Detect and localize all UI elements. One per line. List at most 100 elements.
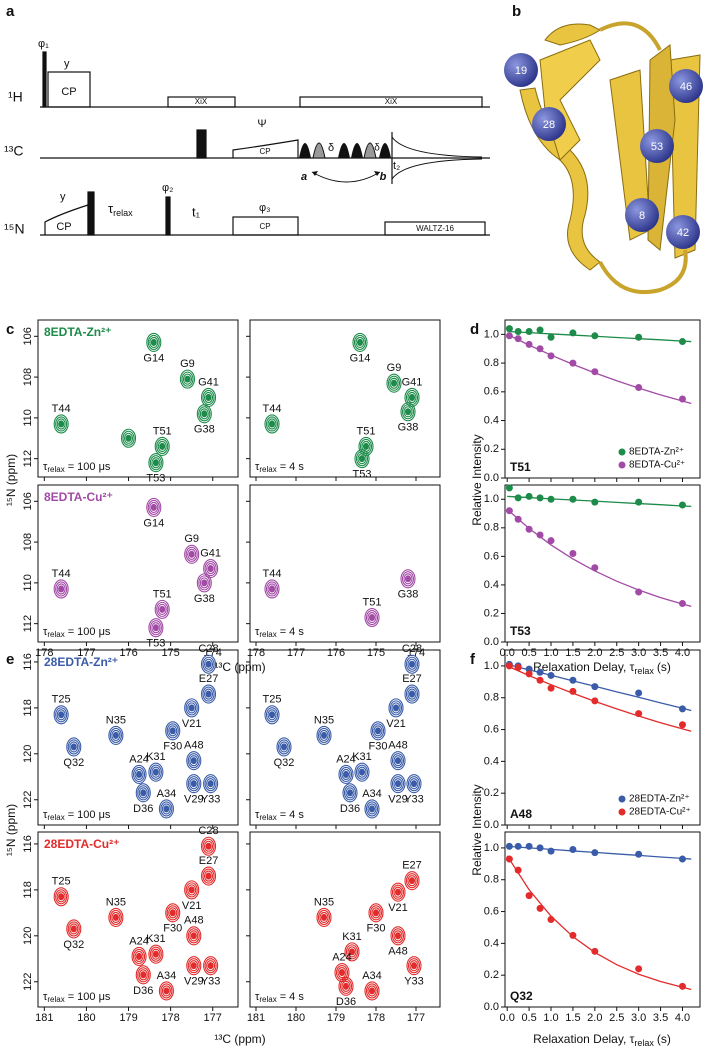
peak [390, 751, 406, 771]
data-point [678, 705, 686, 713]
peak-label: A24 [332, 951, 352, 963]
peak [200, 836, 217, 856]
contour-ring [123, 432, 134, 444]
x-tick-label: 1.5 [565, 647, 580, 659]
contour-ring [187, 776, 200, 792]
peak-label: F30 [163, 741, 182, 753]
peak-label: Q32 [63, 939, 84, 951]
peak-label: F30 [369, 741, 388, 753]
contour-ring [151, 457, 161, 469]
fit-line [507, 845, 692, 860]
legend-marker [618, 448, 626, 456]
contour-ring [348, 948, 356, 956]
tau: τ [43, 461, 48, 473]
y-tick-label: 112 [22, 615, 34, 633]
tau-sub: relax [47, 630, 64, 639]
data-point [536, 494, 544, 502]
tau-sub: relax [259, 995, 276, 1004]
data-point [591, 368, 599, 376]
contour-ring [156, 438, 169, 454]
data-point [536, 326, 544, 334]
contour-ring [205, 393, 212, 402]
peak [404, 684, 420, 704]
contour-ring [265, 581, 279, 597]
y-tick-label: 116 [22, 653, 34, 671]
tau-value: = 100 μs [68, 809, 111, 821]
contour-ring [69, 923, 79, 935]
contour-ring [199, 408, 209, 420]
data-point [514, 842, 522, 850]
contour-ring [160, 801, 173, 817]
y-tick-label: 110 [22, 574, 34, 592]
contour-ring [364, 799, 380, 819]
data-point [591, 564, 599, 572]
contour-ring [319, 729, 329, 741]
plot-frame [249, 831, 441, 1008]
contour-ring [56, 418, 66, 430]
data-point [514, 664, 522, 671]
contour-ring [405, 686, 419, 702]
contour-ring [317, 727, 331, 743]
contour-ring [200, 866, 217, 886]
peak-label: T51 [153, 425, 172, 437]
contour-ring [58, 711, 65, 719]
contour-ring [120, 428, 137, 448]
peak-label: C28 [198, 825, 218, 837]
contour-ring [277, 739, 291, 755]
contour-ring [133, 766, 146, 783]
peak [316, 907, 332, 927]
y-tick-label: 106 [22, 492, 34, 510]
contour-ring [317, 909, 331, 925]
contour-ring [140, 789, 147, 797]
peak [264, 579, 280, 599]
point-label: b [380, 171, 387, 183]
x-tick-label: 2.0 [587, 1012, 602, 1024]
y-tick-label: 0.2 [484, 969, 499, 981]
x-tick-label: 181 [247, 1012, 265, 1024]
contour-ring [205, 842, 212, 850]
contour-ring [157, 603, 167, 615]
peak [390, 774, 406, 794]
contour-ring [152, 459, 159, 467]
contour-ring [338, 969, 346, 977]
peak-label: A24 [336, 753, 356, 765]
contour-ring [58, 585, 65, 593]
contour-ring [148, 618, 164, 638]
data-point [547, 916, 555, 923]
peak-label: V21 [386, 718, 406, 730]
peak [165, 721, 181, 741]
peak-label: T25 [52, 876, 71, 888]
data-point [591, 332, 599, 340]
contour-ring [367, 611, 377, 624]
contour-ring [187, 753, 200, 769]
contour-ring [150, 503, 157, 511]
contour-ring [393, 930, 403, 942]
residue-label: A48 [510, 807, 532, 821]
contour-ring [203, 774, 219, 794]
peak-label: F30 [367, 923, 386, 935]
contour-ring [202, 838, 215, 854]
contour-ring [394, 757, 402, 765]
contour-ring [125, 434, 132, 442]
residue-label: 42 [677, 227, 689, 239]
x-tick-label: 178 [367, 1012, 385, 1024]
contour-ring [373, 725, 383, 737]
residue-label: T53 [510, 624, 531, 638]
legend-label: 28EDTA-Cu²⁺ [629, 807, 691, 818]
contour-ring [356, 338, 364, 346]
peak [186, 926, 202, 946]
fit-line [507, 330, 692, 343]
contour-ring [159, 442, 166, 450]
peak-label: A48 [388, 740, 408, 752]
phase: y [64, 58, 70, 70]
contour-ring [391, 702, 401, 714]
x-tick-label: 3.5 [653, 647, 668, 659]
peak [334, 963, 350, 983]
contour-ring [390, 774, 406, 794]
contour-ring [135, 783, 151, 803]
contour-ring [53, 705, 69, 725]
contour-ring [404, 871, 420, 891]
peak-label: F30 [163, 923, 182, 935]
peak [203, 774, 219, 794]
contour-ring [53, 887, 69, 907]
